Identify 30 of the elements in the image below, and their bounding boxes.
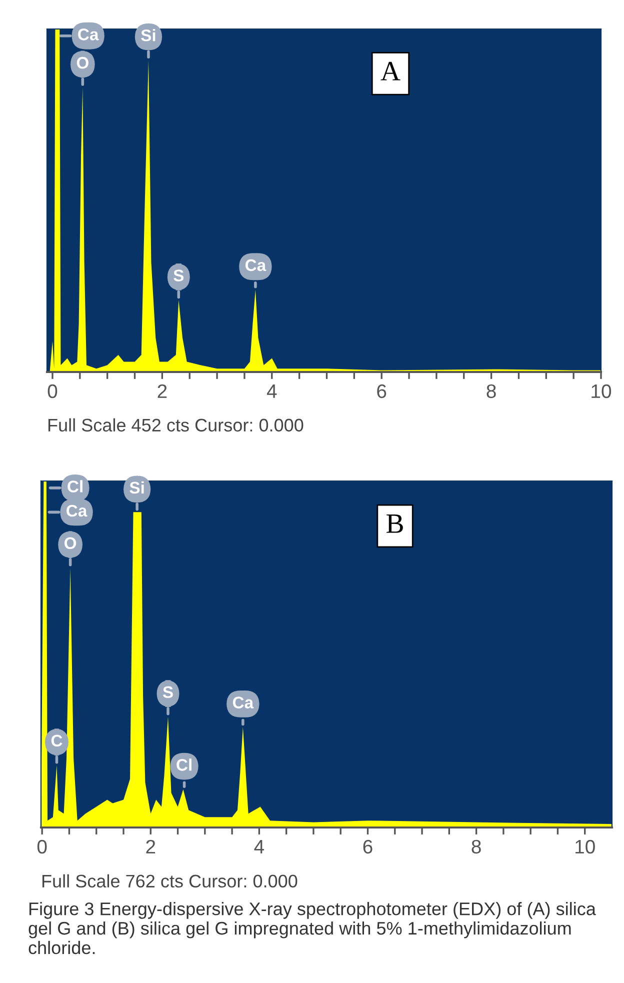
x-tick-label: 0 — [37, 840, 47, 854]
annotation: B — [386, 514, 403, 533]
x-tick-label: 2 — [146, 840, 156, 854]
text: Full Scale 452 cts Cursor: 0.000 — [48, 418, 304, 432]
x-tick-label: 8 — [486, 384, 496, 398]
x-tick-label: 10 — [576, 840, 595, 854]
annotation: S — [162, 686, 173, 698]
x-tick-label: 2 — [158, 384, 167, 398]
annotation: Ca — [245, 259, 266, 272]
text: Full Scale 762 cts Cursor: 0.000 — [42, 874, 298, 888]
x-tick-label: 4 — [266, 384, 277, 398]
annotation: Ca — [78, 28, 99, 40]
annotation: A — [380, 62, 400, 80]
annotation: Ca — [232, 696, 254, 708]
caption: Figure 3 Energy-dispersive X-ray spectrophotometer (EDX) of (A) silica gel G and (B) silica gel G impregnated with 5% 1-methylimidazolium chloride. — [28, 902, 596, 954]
x-tick-label: 6 — [363, 840, 372, 854]
x-tick-label: 10 — [592, 384, 612, 398]
x-tick-label: 4 — [254, 840, 264, 854]
annotation: S — [174, 270, 184, 282]
annotation: O — [64, 537, 76, 550]
x-tick-label: 6 — [377, 384, 386, 398]
annotation: Cl — [68, 480, 82, 492]
annotation: Si — [141, 29, 156, 42]
annotation: Ca — [66, 504, 88, 517]
x-tick-label: 8 — [472, 840, 481, 854]
x-tick-label: 0 — [48, 384, 58, 398]
annotation: Cl — [176, 758, 192, 771]
annotation: C — [51, 734, 62, 747]
annotation: O — [76, 56, 88, 69]
annotation: Si — [130, 481, 144, 494]
